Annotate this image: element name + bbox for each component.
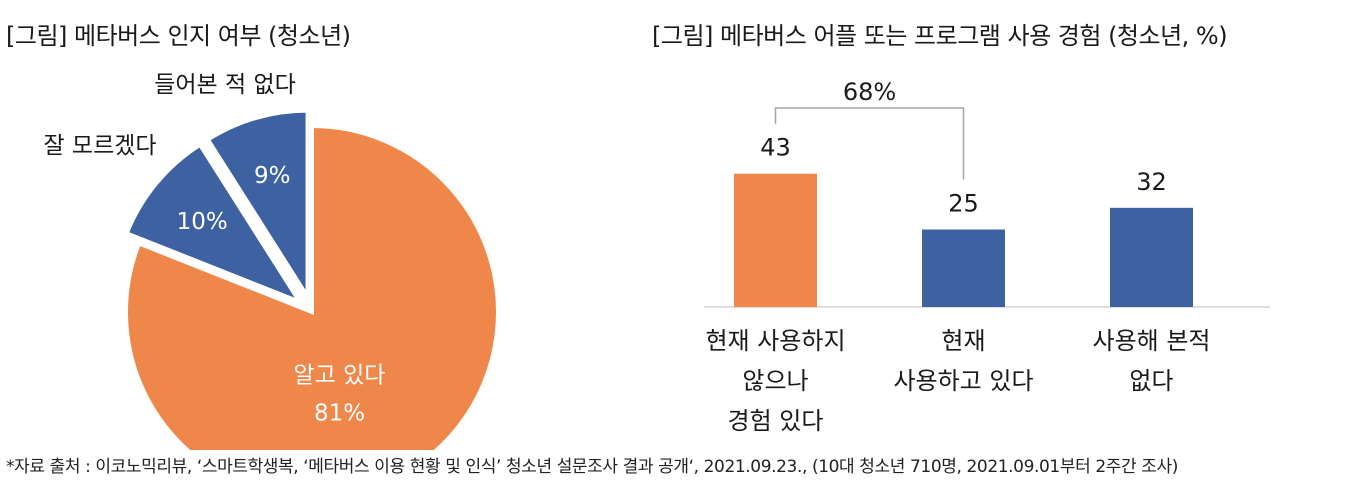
- bar-value-label: 25: [948, 190, 979, 218]
- footnote: *자료 출처 : 이코노믹리뷰, ‘스마트학생복, ‘메타버스 이용 현황 및 …: [6, 457, 1178, 477]
- pie-slice: [124, 123, 500, 450]
- pie-slice: [124, 141, 305, 306]
- pie-slice-value: 81%: [314, 401, 365, 427]
- category-label: 현재: [941, 327, 985, 355]
- bar-value-label: 32: [1136, 168, 1167, 196]
- category-label: 없다: [1129, 367, 1173, 395]
- sum-bracket: [774, 107, 965, 180]
- pie-slice-value: 9%: [254, 163, 291, 189]
- category-label: 않으나: [742, 367, 808, 395]
- category-label: 사용해 본적: [1092, 327, 1210, 355]
- pie-slice-label: 알고 있다: [294, 363, 386, 389]
- pie-slice: [205, 108, 310, 304]
- pie-slice-label: 들어본 적 없다: [154, 72, 296, 98]
- bar: [922, 229, 1005, 307]
- bar-chart-title: [그림] 메타버스 어플 또는 프로그램 사용 경험 (청소년, %): [652, 22, 1228, 50]
- pie-chart: 알고 있다 81% 10% 잘 모르겠다 9% 들어본 적 없다: [43, 72, 500, 450]
- bracket-label: 68%: [843, 78, 896, 106]
- pie-slice-label: 잘 모르겠다: [43, 133, 156, 159]
- category-label: 경험 있다: [728, 407, 824, 435]
- bar: [1110, 207, 1193, 307]
- category-label: 현재 사용하지: [705, 327, 845, 355]
- pie-chart-title: [그림] 메타버스 인지 여부 (청소년): [6, 22, 351, 50]
- pie-slice-value: 10%: [177, 209, 228, 235]
- bar: [734, 173, 817, 307]
- bar-value-label: 43: [760, 134, 791, 162]
- category-label: 사용하고 있다: [893, 367, 1033, 395]
